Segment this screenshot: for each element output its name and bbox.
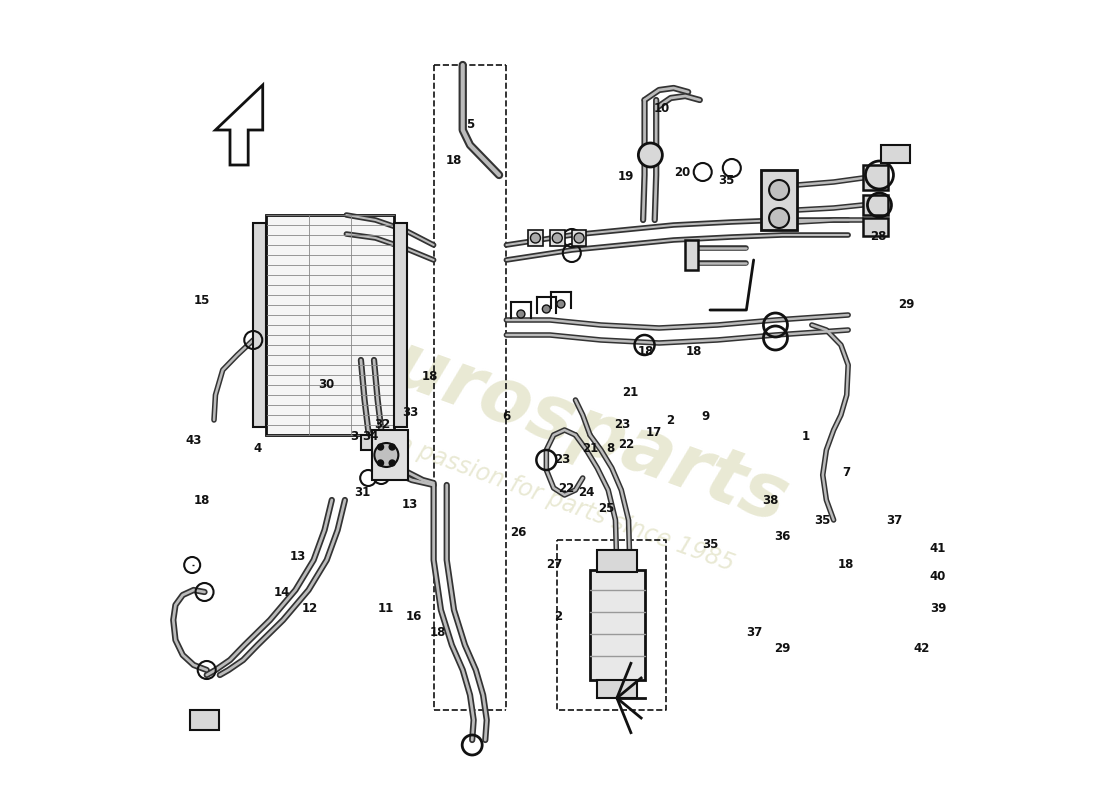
Text: 2: 2: [554, 610, 562, 622]
Bar: [550, 230, 564, 246]
Text: 12: 12: [301, 602, 318, 614]
Text: 22: 22: [618, 438, 634, 450]
Text: 19: 19: [618, 170, 635, 182]
Circle shape: [638, 143, 662, 167]
Text: 18: 18: [194, 494, 210, 506]
Circle shape: [530, 233, 540, 243]
Bar: [597, 680, 637, 698]
Bar: [761, 170, 798, 230]
Text: 29: 29: [773, 642, 790, 654]
Text: 18: 18: [446, 154, 462, 166]
Text: 18: 18: [838, 558, 855, 570]
Text: 36: 36: [773, 530, 790, 542]
Text: 11: 11: [378, 602, 394, 614]
Text: 35: 35: [718, 174, 734, 186]
Bar: [862, 218, 888, 236]
Text: 32: 32: [374, 418, 390, 430]
Circle shape: [389, 460, 395, 466]
Circle shape: [517, 310, 525, 318]
Text: 14: 14: [274, 586, 290, 598]
Bar: [266, 215, 394, 435]
Bar: [372, 430, 408, 480]
Text: 42: 42: [914, 642, 931, 654]
Text: 29: 29: [898, 298, 914, 310]
Bar: [684, 240, 697, 270]
Text: 23: 23: [554, 454, 570, 466]
Text: 2: 2: [666, 414, 674, 426]
Text: 41: 41: [930, 542, 946, 554]
Text: 38: 38: [762, 494, 778, 506]
Circle shape: [552, 233, 562, 243]
Text: 40: 40: [930, 570, 946, 582]
Text: 13: 13: [402, 498, 418, 510]
Text: 13: 13: [290, 550, 306, 562]
Text: 4: 4: [254, 442, 262, 454]
Text: 23: 23: [614, 418, 630, 430]
Circle shape: [769, 208, 789, 228]
Text: 5: 5: [466, 118, 474, 130]
Text: 25: 25: [597, 502, 614, 514]
Text: 33: 33: [402, 406, 418, 418]
Text: 20: 20: [674, 166, 690, 178]
Text: 6: 6: [502, 410, 510, 422]
Circle shape: [769, 180, 789, 200]
Text: 16: 16: [406, 610, 422, 622]
Bar: [590, 570, 645, 680]
Text: 18: 18: [685, 346, 702, 358]
Text: 17: 17: [646, 426, 662, 438]
Polygon shape: [216, 85, 263, 165]
Bar: [394, 223, 407, 427]
Text: 9: 9: [702, 410, 711, 422]
Text: 35: 35: [814, 514, 830, 526]
Bar: [597, 550, 637, 572]
Text: 22: 22: [558, 482, 574, 494]
Text: 7: 7: [842, 466, 850, 478]
Bar: [253, 223, 266, 427]
Text: 37: 37: [746, 626, 762, 638]
Bar: [572, 230, 586, 246]
Circle shape: [377, 444, 384, 450]
Bar: [361, 435, 400, 450]
Bar: [528, 230, 542, 246]
Text: eurosparts: eurosparts: [333, 310, 799, 538]
Text: 24: 24: [578, 486, 594, 498]
Text: 10: 10: [653, 102, 670, 114]
Circle shape: [374, 443, 398, 467]
Text: a passion for parts since 1985: a passion for parts since 1985: [394, 432, 738, 576]
Text: 39: 39: [930, 602, 946, 614]
Text: 21: 21: [621, 386, 638, 398]
Text: 3: 3: [350, 430, 359, 442]
Text: 18: 18: [430, 626, 447, 638]
Bar: [881, 145, 910, 163]
Text: 1: 1: [802, 430, 810, 442]
Bar: [862, 165, 888, 190]
Text: 34: 34: [362, 430, 378, 442]
Text: 21: 21: [582, 442, 598, 454]
Text: 30: 30: [318, 378, 334, 390]
Text: 31: 31: [354, 486, 370, 498]
Text: 28: 28: [870, 230, 887, 242]
Text: 37: 37: [886, 514, 902, 526]
Circle shape: [389, 444, 395, 450]
Bar: [862, 195, 888, 215]
Text: 8: 8: [606, 442, 614, 454]
Text: 27: 27: [546, 558, 562, 570]
Text: 26: 26: [509, 526, 526, 538]
Text: 18: 18: [421, 370, 438, 382]
Text: 43: 43: [186, 434, 202, 446]
Text: 18: 18: [638, 346, 654, 358]
Text: 15: 15: [194, 294, 210, 306]
Circle shape: [557, 300, 565, 308]
Bar: [190, 710, 219, 730]
Text: 35: 35: [702, 538, 718, 550]
Circle shape: [377, 460, 384, 466]
Circle shape: [574, 233, 584, 243]
Circle shape: [542, 305, 550, 313]
